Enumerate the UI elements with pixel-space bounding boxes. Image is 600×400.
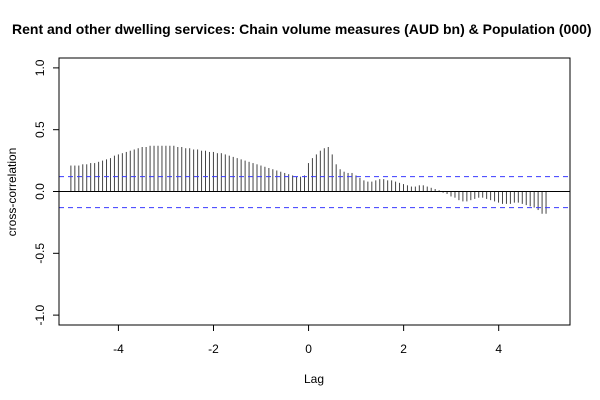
x-axis: -4 -2 0 2 4 — [113, 324, 502, 356]
x-tick-label: 4 — [495, 342, 502, 356]
y-axis-label: cross-correlation — [5, 148, 19, 237]
x-axis-label: Lag — [304, 372, 324, 386]
chart-title: Rent and other dwelling services: Chain … — [12, 21, 592, 37]
y-tick-label: -1.0 — [33, 304, 47, 325]
x-tick-label: -4 — [113, 342, 124, 356]
y-axis: -1.0 -0.5 0.0 0.5 1.0 — [33, 59, 60, 325]
x-tick-label: 2 — [400, 342, 407, 356]
y-tick-label: -0.5 — [33, 243, 47, 264]
bars-group — [70, 145, 547, 214]
y-tick-label: 1.0 — [33, 59, 47, 76]
y-tick-label: 0.5 — [33, 121, 47, 138]
y-tick-label: 0.0 — [33, 183, 47, 200]
x-tick-label: -2 — [208, 342, 219, 356]
x-tick-label: 0 — [305, 342, 312, 356]
